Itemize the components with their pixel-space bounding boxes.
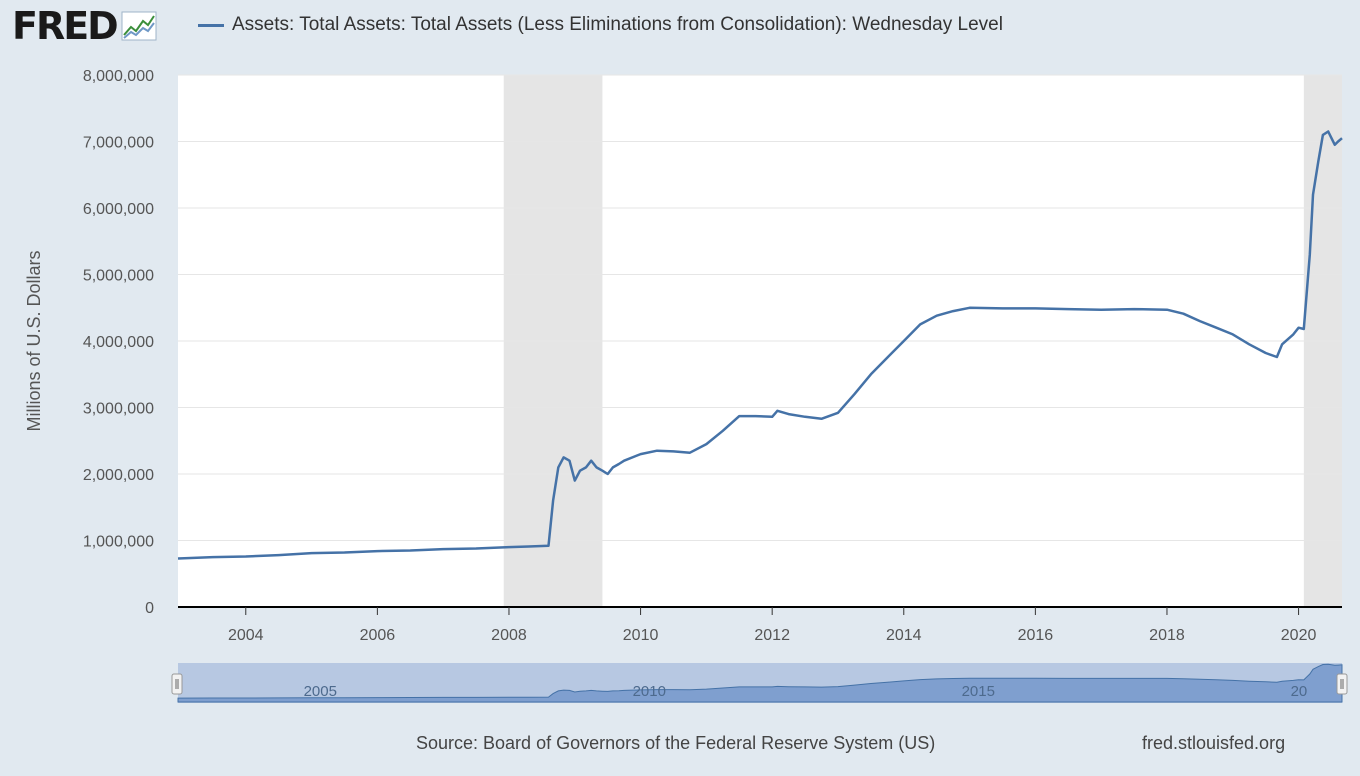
x-axis-ticks: 2004 2006 2008 2010 2012 2014 2016 2018 2020 bbox=[228, 607, 1316, 644]
series-layer bbox=[177, 130, 1343, 560]
fred-wordmark: FRED bbox=[12, 4, 119, 48]
x-tick-label: 2020 bbox=[1281, 627, 1317, 644]
y-tick-label: 6,000,000 bbox=[83, 201, 154, 218]
fred-site-link[interactable]: fred.stlouisfed.org bbox=[1142, 733, 1286, 753]
y-tick-label: 1,000,000 bbox=[83, 534, 154, 551]
navigator-tick-label: 2010 bbox=[633, 683, 666, 700]
x-tick-label: 2006 bbox=[360, 627, 396, 644]
navigator-ticks: 2005 2010 2015 20 bbox=[304, 683, 1308, 700]
y-tick-label: 4,000,000 bbox=[83, 334, 154, 351]
chart-legend: Assets: Total Assets: Total Assets (Less… bbox=[198, 14, 1003, 36]
navigator-left-handle[interactable] bbox=[171, 673, 183, 695]
grid-lines bbox=[178, 74, 1342, 541]
x-tick-label: 2008 bbox=[491, 627, 527, 644]
fred-sparkline-icon bbox=[121, 11, 157, 41]
y-tick-label: 2,000,000 bbox=[83, 467, 154, 484]
x-tick-label: 2010 bbox=[623, 627, 659, 644]
navigator-tick-label: 2015 bbox=[962, 683, 995, 700]
x-tick-label: 2012 bbox=[754, 627, 790, 644]
y-axis-ticks: 0 1,000,000 2,000,000 3,000,000 4,000,000 5,0… bbox=[83, 68, 154, 617]
y-tick-label: 0 bbox=[145, 600, 154, 617]
y-tick-label: 7,000,000 bbox=[83, 135, 154, 152]
y-tick-label: 8,000,000 bbox=[83, 68, 154, 85]
y-tick-label: 3,000,000 bbox=[83, 401, 154, 418]
navigator-right-handle[interactable] bbox=[1336, 673, 1348, 695]
series-line bbox=[177, 130, 1343, 560]
x-tick-label: 2004 bbox=[228, 627, 264, 644]
time-navigator[interactable]: 2005 2010 2015 20 bbox=[171, 663, 1348, 703]
y-axis-label: Millions of U.S. Dollars bbox=[24, 250, 44, 431]
navigator-tick-label: 20 bbox=[1291, 683, 1308, 700]
navigator-tick-label: 2005 bbox=[304, 683, 337, 700]
source-credit: Source: Board of Governors of the Federa… bbox=[416, 733, 936, 753]
legend-label: Assets: Total Assets: Total Assets (Less… bbox=[232, 14, 1003, 35]
legend-swatch bbox=[198, 23, 224, 27]
x-tick-label: 2014 bbox=[886, 627, 922, 644]
navigator-series-area bbox=[177, 663, 1343, 703]
x-tick-label: 2018 bbox=[1149, 627, 1185, 644]
chart-header: FRED Assets: Total Assets: Total Assets … bbox=[0, 0, 1360, 60]
x-tick-label: 2016 bbox=[1018, 627, 1054, 644]
y-tick-label: 5,000,000 bbox=[83, 268, 154, 285]
fred-logo[interactable]: FRED bbox=[12, 6, 157, 46]
